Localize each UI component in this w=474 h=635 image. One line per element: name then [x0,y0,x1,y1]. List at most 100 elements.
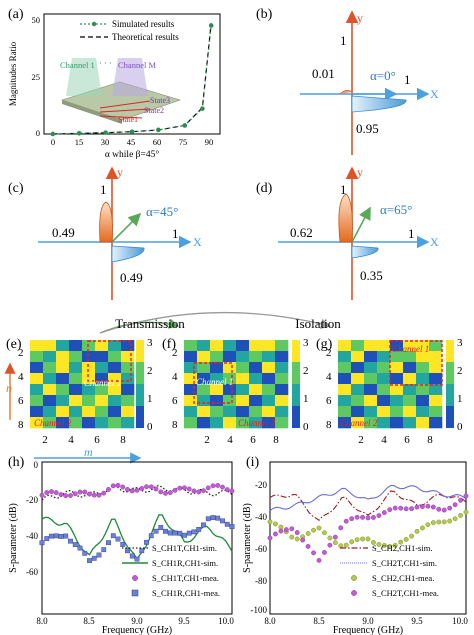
data-point-simulated [50,131,56,137]
heatmap-cell [43,373,57,385]
heatmap-cell [403,362,417,374]
heatmap-cell [121,340,135,352]
heatmap-cell [338,384,352,396]
data-point-h-mea1 [58,492,64,498]
y-tick-e: 6 [18,395,24,407]
y-tick-h: -20 [26,495,38,505]
data-point-h-mea2 [39,540,45,546]
channel-1-box-e [87,340,132,382]
colorbar-seg [136,384,144,406]
colorbar-e: 3 2 1 0 [136,337,153,433]
data-point-h-mea1 [120,484,126,490]
data-point-h-mea2 [134,556,140,562]
x-tick-g: 6 [404,434,410,446]
legend-i: S_CH2,CH1-sim. S_CH2T,CH1-sim. S_CH2,CH1… [340,543,439,598]
colorbar-tick: 2 [457,365,463,377]
heatmap-cell [30,362,44,374]
heatmap-cell [275,395,289,407]
heatmap-cell [30,406,44,418]
data-point-i-mea1 [441,519,447,525]
data-point-i-mea1 [447,518,453,524]
data-point-h-mea1 [172,487,178,493]
panel-h: (h) S-parameter (dB) Frequency (GHz) 0 -… [8,455,235,635]
series-line-simulated [52,25,212,135]
data-point-i-mea2 [322,550,327,555]
heatmap-cell [95,384,109,396]
data-point-h-mea1 [153,486,159,492]
colorbar-tick: 0 [303,421,309,433]
heatmap-cell [69,340,83,352]
panel-label-g: (g) [316,337,333,352]
data-point-h-mea1 [177,485,183,491]
heatmap-cell [236,395,250,407]
legend-marker-h [131,589,139,597]
x-tick-i: 10.0 [452,616,468,626]
heatmap-cell [95,406,109,418]
heatmap-cell [223,384,237,396]
state-line-1 [99,115,143,119]
data-point-simulated [200,106,205,111]
x-tick-e: 8 [120,434,126,446]
data-point-i-mea1 [371,540,376,545]
value-top-d: 0.62 [290,225,313,240]
heatmap-cell [275,340,289,352]
heatmap-cell [108,340,122,352]
data-point-i-mea2 [316,557,322,563]
data-point-i-mea1 [278,524,284,530]
inset-illustration-a: Channel 1 · · · Channel M State3 State2 … [60,58,181,124]
heatmap-cell [121,417,135,429]
x-tick-e: 6 [94,434,100,446]
lobe-small-b [339,90,353,95]
value-top-c: 0.49 [52,225,75,240]
heatmap-cell [210,362,224,374]
heatmap-cell [262,384,276,396]
panel-b: (b) y X 1 1 α=0° 0.01 0.95 [256,7,439,155]
data-point-i-mea2 [349,516,355,522]
legend-label-h: S_CH1T,CH1-sim. [152,543,217,553]
plot-frame-a [43,13,221,135]
heatmap-cell [429,417,443,429]
heatmap-cell [223,395,237,407]
vector-d [351,206,371,243]
x-tick-e: 2 [42,434,48,446]
inset-state1: State1 [118,115,138,124]
heatmap-cell [121,406,135,418]
y-axis-label-d: y [357,165,363,179]
data-point-h-mea2 [220,518,225,524]
alpha-b: α=0° [370,68,396,83]
heatmap-cell [82,417,96,429]
x-tick-a: 75 [179,137,188,147]
y-tick-g: 2 [326,347,332,359]
data-point-i-mea1 [381,543,387,548]
data-point-h-mea2 [158,525,164,530]
data-point-h-mea1 [167,490,173,496]
alpha-c: α=45° [146,204,178,219]
heatmap-cell [236,406,250,418]
heatmap-cell [351,362,365,374]
heatmap-cell [30,417,44,429]
x-tick-h: 10.0 [218,616,234,626]
data-point-h-mea1 [110,483,116,489]
colorbar-seg [136,340,144,362]
heatmap-cell [184,351,198,363]
heatmap-cells-g [338,340,443,429]
one-y-d: 1 [340,182,347,197]
x-tick-e: 4 [68,434,74,446]
data-point-h-mea2 [182,532,187,538]
data-point-h-mea1 [39,492,45,498]
x-tick-f: 4 [227,434,233,446]
heatmap-cell [403,417,417,429]
data-point-i-mea1 [289,534,295,540]
heatmap-cell [236,362,250,374]
legend-marker-h [132,575,138,581]
data-point-i-mea2 [338,525,344,531]
inset-state2: State2 [144,106,164,115]
heatmap-cell [69,417,83,429]
heatmap-cell [236,417,250,429]
data-point-h-mea1 [186,486,192,492]
panel-label-i: (i) [246,455,260,470]
heatmap-cell [262,395,276,407]
heatmap-cell [429,395,443,407]
heatmap-cell [197,373,211,385]
heatmap-cell [210,406,224,418]
